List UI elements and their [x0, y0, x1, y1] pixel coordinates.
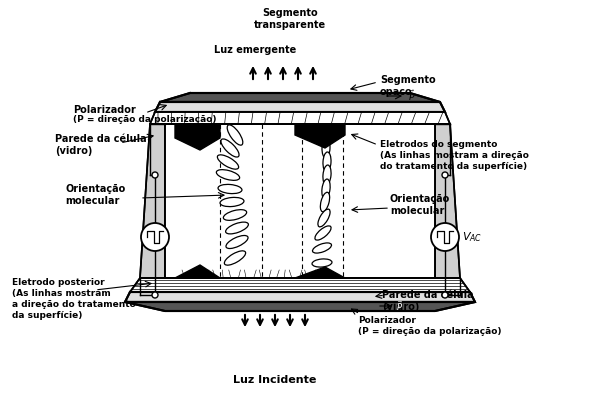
Polygon shape — [435, 124, 460, 278]
Circle shape — [431, 223, 459, 251]
Ellipse shape — [223, 209, 247, 220]
Polygon shape — [295, 124, 345, 148]
Polygon shape — [125, 292, 475, 302]
Ellipse shape — [218, 184, 242, 194]
Text: Polarizador: Polarizador — [73, 105, 136, 115]
Circle shape — [442, 292, 448, 298]
Ellipse shape — [226, 222, 248, 234]
Polygon shape — [160, 93, 440, 102]
Ellipse shape — [227, 125, 243, 145]
Ellipse shape — [217, 155, 239, 169]
Text: Luz emergente: Luz emergente — [214, 45, 296, 55]
Text: Eletrodos do segmento
(As linhas mostram a direção
do tratamento da superfície): Eletrodos do segmento (As linhas mostram… — [380, 140, 529, 171]
Text: Orientação
molecular: Orientação molecular — [65, 184, 125, 206]
Text: Segmento
transparente: Segmento transparente — [254, 8, 326, 30]
Text: Polarizador
(P = direção da polarização): Polarizador (P = direção da polarização) — [358, 316, 502, 336]
Ellipse shape — [313, 243, 331, 253]
Text: Eletrodo posterior
(As linhas mostram
a direção do tratamento
da superfície): Eletrodo posterior (As linhas mostram a … — [12, 278, 136, 320]
Ellipse shape — [315, 226, 331, 240]
Polygon shape — [295, 267, 345, 278]
Ellipse shape — [318, 209, 330, 227]
Ellipse shape — [221, 139, 239, 157]
Polygon shape — [130, 278, 470, 292]
Text: Parede da célula
(vidro): Parede da célula (vidro) — [55, 134, 146, 156]
Polygon shape — [150, 112, 450, 124]
Polygon shape — [175, 124, 220, 150]
Ellipse shape — [323, 165, 331, 185]
Text: $\vec{P}$: $\vec{P}$ — [396, 299, 403, 313]
Ellipse shape — [322, 179, 330, 199]
Ellipse shape — [224, 251, 245, 265]
Ellipse shape — [226, 235, 248, 249]
Text: Segmento
opaco: Segmento opaco — [380, 75, 436, 97]
Ellipse shape — [217, 170, 239, 180]
Ellipse shape — [323, 152, 331, 172]
Polygon shape — [125, 302, 475, 311]
Ellipse shape — [220, 198, 244, 207]
Circle shape — [141, 223, 169, 251]
Text: Orientação
molecular: Orientação molecular — [390, 194, 450, 216]
Text: $\vec{P}$: $\vec{P}$ — [408, 89, 415, 103]
Polygon shape — [140, 124, 165, 278]
Text: Luz Incidente: Luz Incidente — [233, 375, 317, 385]
Ellipse shape — [322, 138, 330, 158]
Polygon shape — [175, 265, 220, 278]
Text: Parede da célula
(vidro): Parede da célula (vidro) — [382, 290, 473, 312]
Ellipse shape — [320, 192, 329, 212]
Text: $V_{AC}$: $V_{AC}$ — [462, 230, 482, 244]
Circle shape — [442, 172, 448, 178]
Circle shape — [152, 292, 158, 298]
Circle shape — [152, 172, 158, 178]
Polygon shape — [165, 124, 435, 278]
Text: (P = direção da polarização): (P = direção da polarização) — [73, 115, 217, 124]
Polygon shape — [155, 102, 445, 112]
Ellipse shape — [312, 259, 332, 267]
Ellipse shape — [321, 125, 329, 145]
